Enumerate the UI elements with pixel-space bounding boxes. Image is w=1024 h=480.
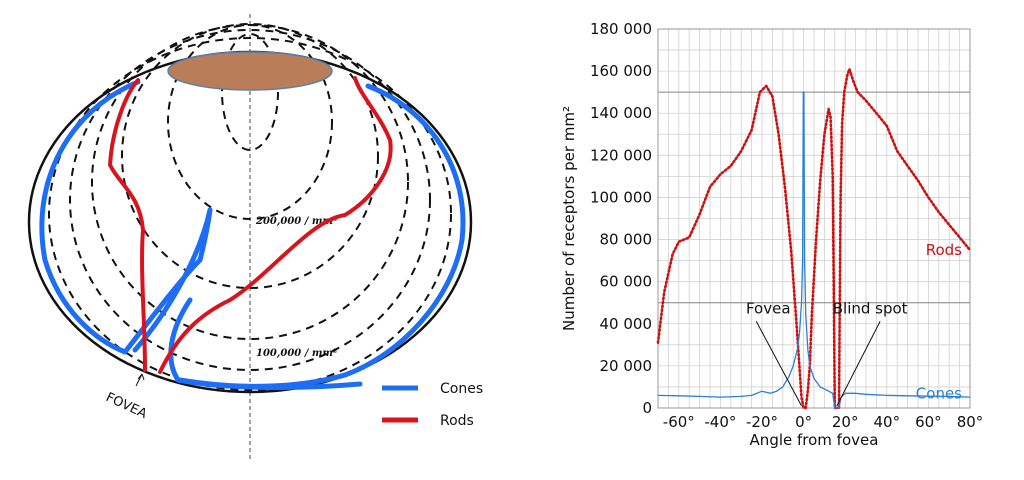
x-tick-label: 20°	[832, 413, 859, 431]
contour-ring-5	[69, 29, 431, 371]
y-tick-label: 160 000	[590, 62, 652, 80]
chart-grid	[657, 28, 971, 409]
x-tick-label: -60°	[663, 413, 695, 431]
annotation-label: Blind spot	[833, 299, 908, 317]
annotation-pointer	[836, 321, 881, 407]
y-tick-label: 140 000	[590, 104, 652, 122]
fovea-label: FOVEA	[103, 390, 149, 422]
contour-ring-6	[48, 37, 452, 391]
series-label-cones: Cones	[916, 384, 962, 402]
diagram-legend: Cones Rods	[382, 381, 483, 429]
rods-curves	[108, 76, 393, 374]
x-tick-label: 60°	[915, 413, 942, 431]
y-tick-labels: 0 20 000 40 000 60 000 80 000 100 000 120 000 1…	[590, 20, 652, 417]
series-labels: Rods Cones	[916, 241, 962, 402]
iso-label-200000: 200,000 / mm²	[255, 216, 338, 227]
annotation-pointer	[755, 321, 802, 407]
cones-left-inner	[132, 207, 213, 353]
y-tick-label: 40 000	[600, 315, 653, 333]
x-tick-label: -20°	[746, 413, 778, 431]
contour-ring-2	[167, 24, 333, 220]
y-tick-label: 120 000	[590, 146, 652, 164]
series-line-rods	[656, 67, 972, 410]
cones-right-outer	[177, 83, 466, 389]
iso-label-100000: 100,000 / mm²	[256, 348, 338, 359]
y-tick-label: 20 000	[600, 357, 653, 375]
chart-series	[656, 67, 972, 410]
cap-region	[167, 51, 333, 91]
y-axis-label: Number of receptors per mm²	[560, 106, 578, 331]
iso-density-contours	[48, 23, 452, 391]
contour-ring-4	[91, 24, 409, 340]
retina-diagram: 200,000 / mm² 100,000 / mm² FOVEA Cones …	[27, 14, 483, 460]
chart-annotations: Fovea Blind spot	[746, 299, 908, 407]
cones-curves	[39, 79, 466, 390]
contour-ring-3	[121, 23, 379, 289]
receptor-density-chart: 0 20 000 40 000 60 000 80 000 100 000 120 000 1…	[560, 20, 983, 449]
fovea-arrowhead	[137, 373, 145, 381]
rods-left	[108, 78, 147, 372]
legend-cones-label: Cones	[440, 381, 483, 397]
x-axis-label: Angle from fovea	[750, 431, 879, 449]
x-tick-labels: -60° -40° -20° 0° 20° 40° 60° 80°	[663, 413, 983, 431]
rods-center	[158, 76, 393, 374]
x-tick-label: 40°	[874, 413, 901, 431]
y-tick-label: 60 000	[600, 273, 653, 291]
annotation-label: Fovea	[746, 299, 791, 317]
legend-rods-label: Rods	[440, 413, 474, 429]
y-tick-label: 100 000	[590, 188, 652, 206]
series-line-cones	[657, 91, 971, 409]
series-label-rods: Rods	[926, 241, 962, 259]
plot-frame	[657, 28, 971, 409]
x-tick-label: 0°	[795, 413, 812, 431]
contour-ring-1	[221, 33, 279, 151]
x-tick-label: 80°	[957, 413, 984, 431]
y-tick-label: 180 000	[590, 20, 652, 38]
y-tick-label: 0	[642, 399, 652, 417]
x-tick-label: -40°	[704, 413, 736, 431]
cones-left-outer	[39, 79, 213, 355]
y-tick-label: 80 000	[600, 231, 653, 249]
